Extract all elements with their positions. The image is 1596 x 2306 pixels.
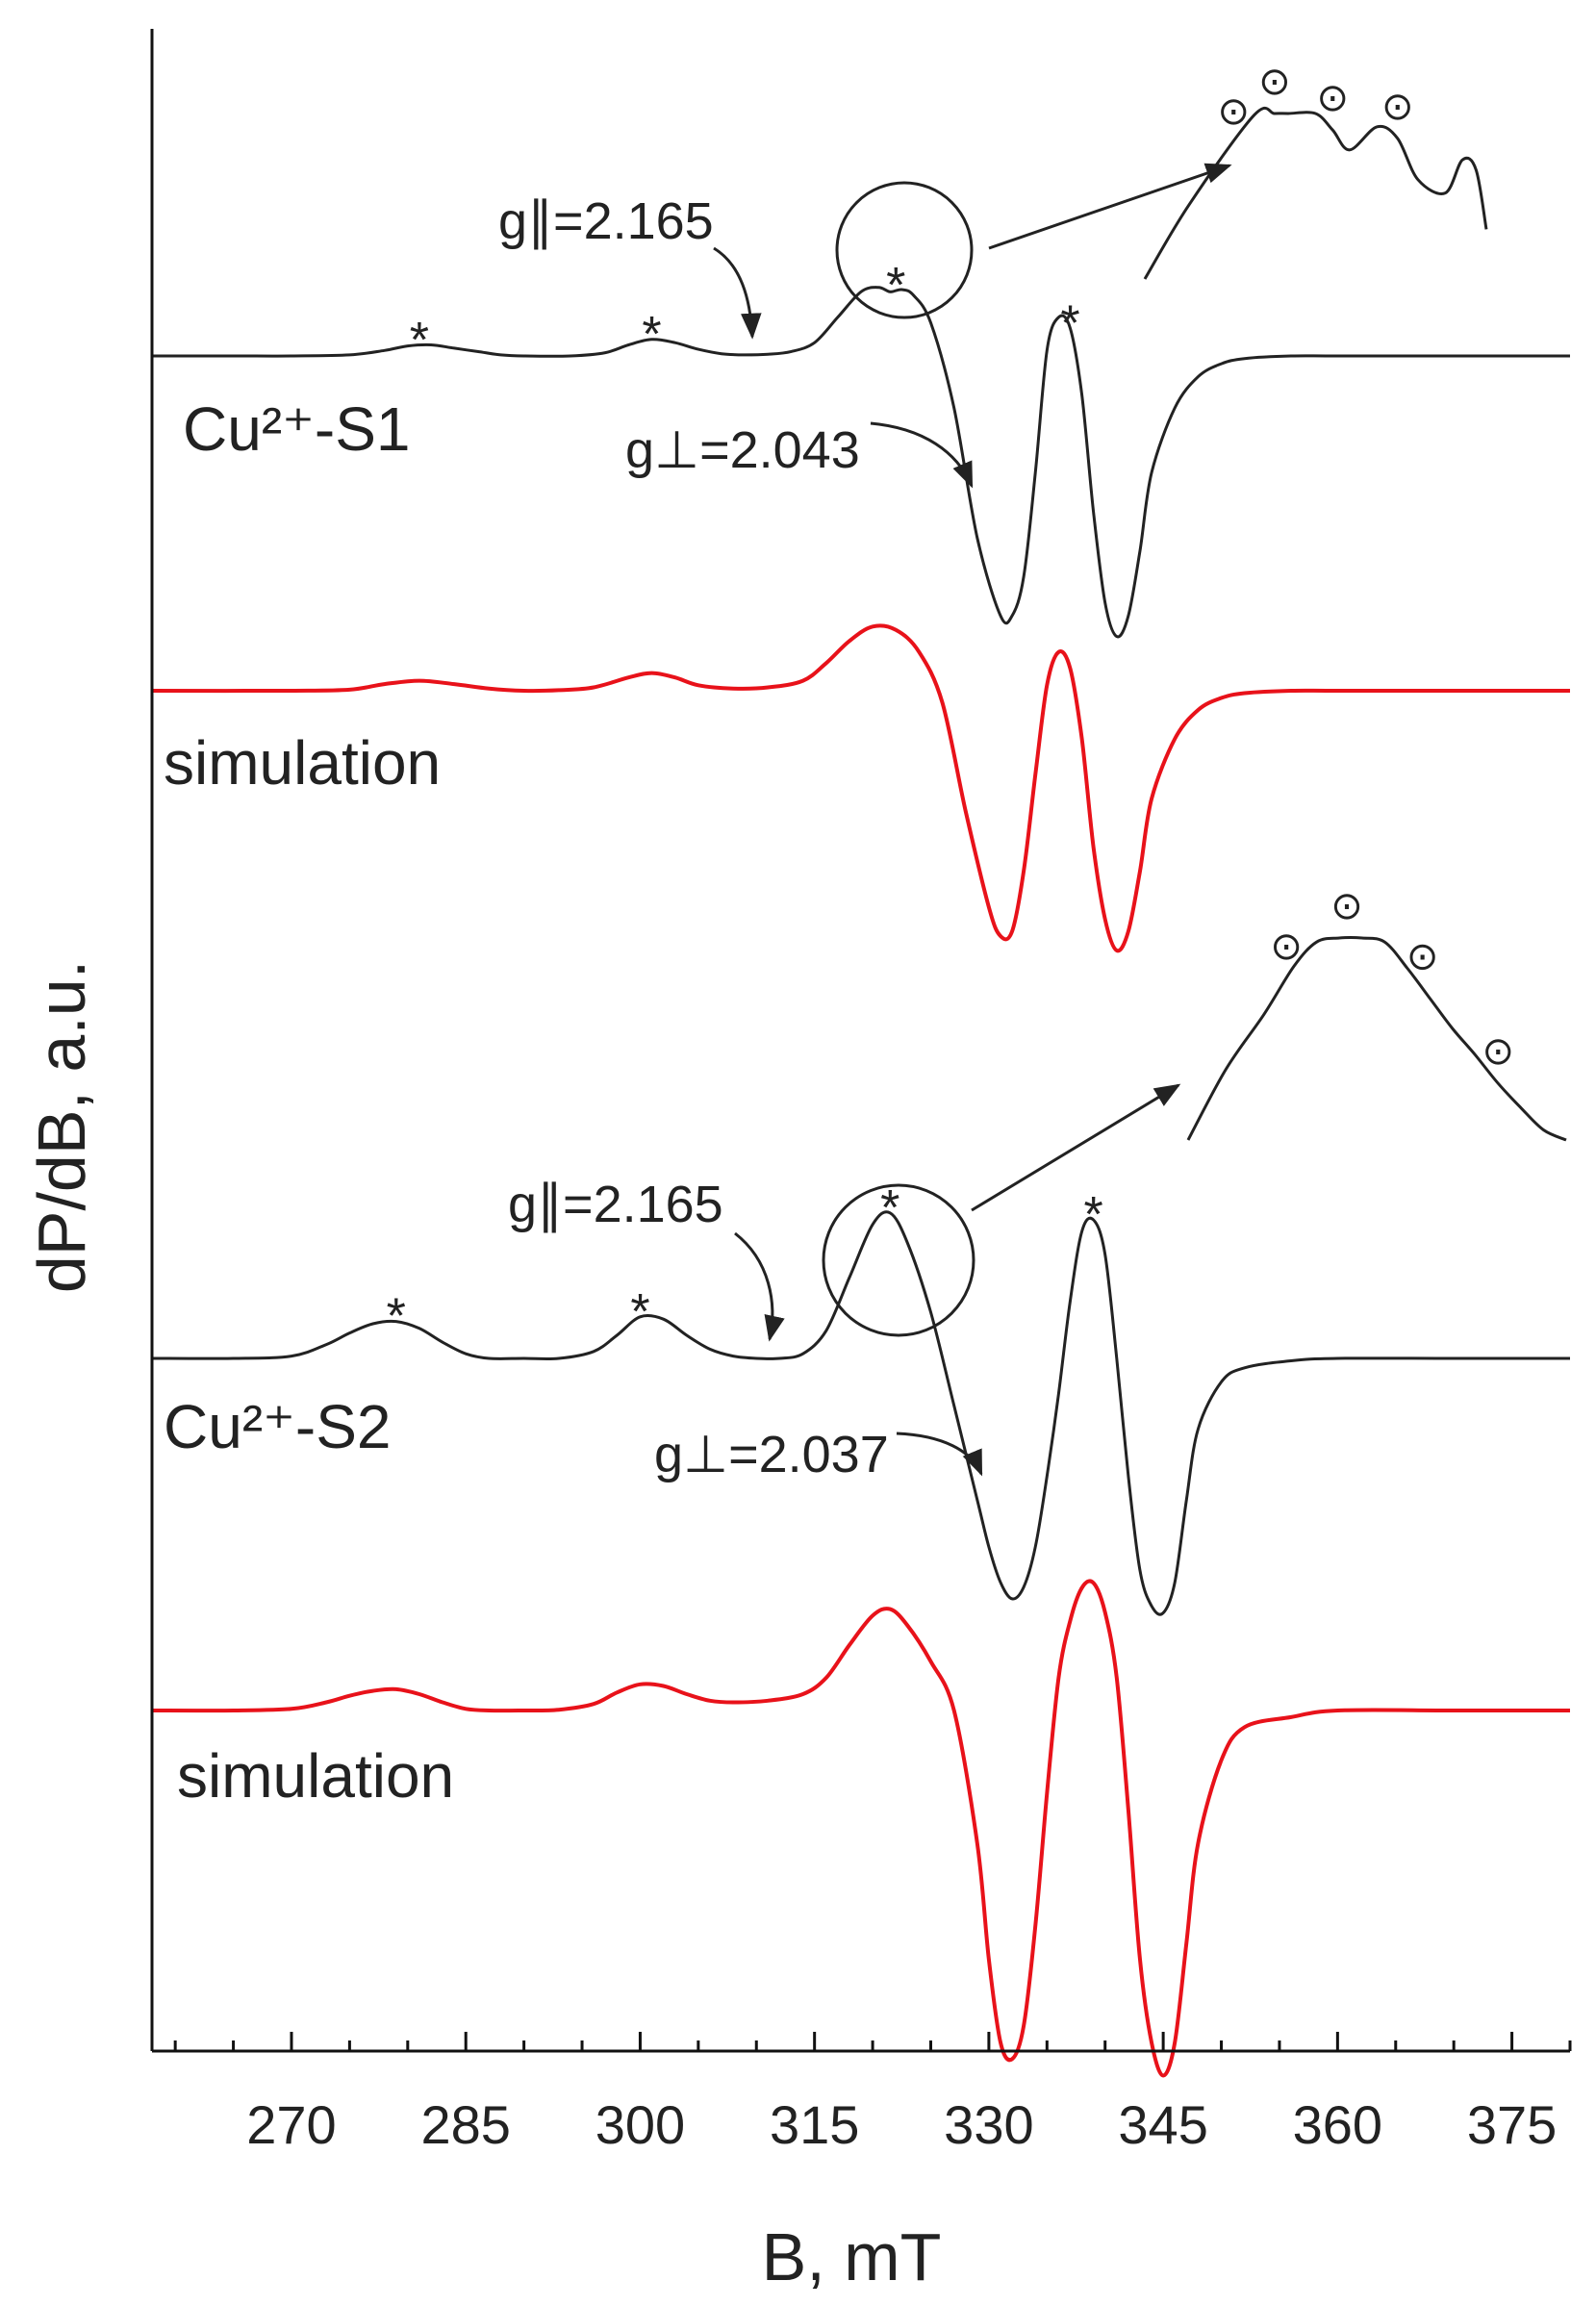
zoom-circle-s1 <box>835 181 974 319</box>
hyperfine-marker-2-2: ⊙ <box>1330 885 1363 927</box>
peak-marker-s2-3: * <box>880 1180 899 1236</box>
g-perp-pointer-s2 <box>896 1432 983 1477</box>
x-tick-label-315: 315 <box>770 2094 859 2155</box>
zoom-arrow-s2 <box>971 1083 1181 1212</box>
x-axis-label: B, mT <box>762 2219 942 2294</box>
experiment-trace-1 <box>151 286 1570 639</box>
peak-marker-s2-1: * <box>387 1289 406 1345</box>
peak-marker-s2-4: * <box>1084 1187 1103 1243</box>
g-parallel-pointer-s1 <box>713 246 762 340</box>
x-tick-label-345: 345 <box>1118 2094 1207 2155</box>
x-tick-label-330: 330 <box>944 2094 1033 2155</box>
hyperfine-marker-2-4: ⊙ <box>1482 1030 1515 1073</box>
simulation-trace-2 <box>151 623 1570 953</box>
peak-marker-s2-2: * <box>630 1284 649 1340</box>
peak-marker-s1-1: * <box>410 313 429 368</box>
annotations: Cu²⁺-S1 simulation Cu²⁺-S2 simulation * * * * * *… <box>164 163 1232 1811</box>
simulation-label-2: simulation <box>177 1741 454 1811</box>
g-perp-s1: g⊥=2.043 <box>625 421 860 479</box>
x-tick-label-375: 375 <box>1467 2094 1557 2155</box>
hyperfine-marker-1-2: ⊙ <box>1258 61 1291 103</box>
simulation-trace-4 <box>151 1579 1570 2078</box>
experiment-trace-3 <box>151 1210 1570 1616</box>
inset-trace-2 <box>1186 935 1567 1142</box>
hyperfine-marker-1-1: ⊙ <box>1218 90 1251 133</box>
peak-marker-s1-4: * <box>1060 295 1079 351</box>
g-parallel-pointer-s2 <box>734 1231 785 1342</box>
simulation-label-1: simulation <box>164 728 441 798</box>
zoom-arrow-s1 <box>988 163 1232 250</box>
x-tick-label-360: 360 <box>1293 2094 1382 2155</box>
spectra-traces <box>151 286 1570 2078</box>
x-tick-label-270: 270 <box>246 2094 336 2155</box>
x-tick-label-300: 300 <box>595 2094 685 2155</box>
hyperfine-marker-2-3: ⊙ <box>1406 936 1439 978</box>
g-parallel-s1: g∥=2.165 <box>498 192 714 250</box>
peak-marker-s1-3: * <box>886 258 905 314</box>
axes: 270 285 300 315 330 345 360 375 B, mT dP/dB, a.u. <box>24 29 1572 2294</box>
sample-label-2: Cu²⁺-S2 <box>164 1392 392 1461</box>
sample-label-1: Cu²⁺-S1 <box>183 394 411 464</box>
insets: ⊙⊙ ⊙ ⊙⊙⊙⊙⊙ <box>1143 61 1567 1142</box>
zoom-circle-s2 <box>822 1183 975 1337</box>
x-tick-label-285: 285 <box>420 2094 510 2155</box>
g-perp-pointer-s1 <box>870 421 974 489</box>
inset-trace-1 <box>1143 106 1488 280</box>
hyperfine-marker-2-1: ⊙ <box>1270 925 1303 968</box>
g-parallel-s2: g∥=2.165 <box>508 1176 723 1233</box>
y-axis-label: dP/dB, a.u. <box>24 960 99 1293</box>
hyperfine-marker-1-3: ⊙ <box>1316 77 1349 119</box>
peak-marker-s1-2: * <box>642 307 661 363</box>
hyperfine-marker-1-4: ⊙ <box>1381 86 1414 128</box>
g-perp-s2: g⊥=2.037 <box>654 1426 889 1483</box>
